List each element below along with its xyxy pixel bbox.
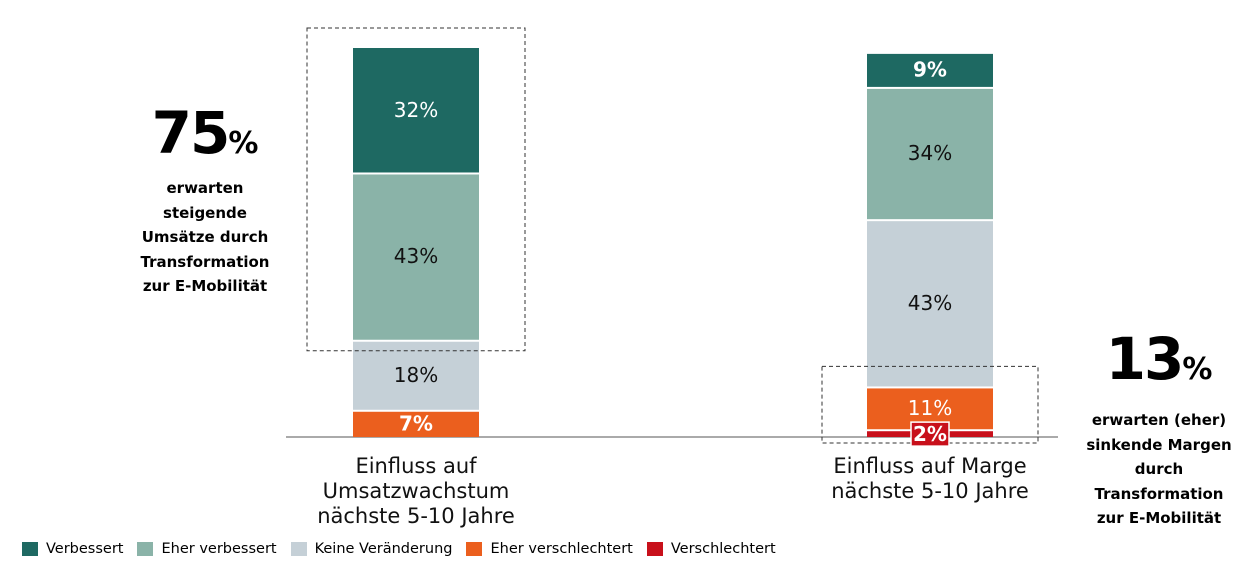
- callout-big-number: 13%: [1105, 325, 1213, 393]
- legend-swatch: [466, 542, 483, 556]
- data-label: 2%: [913, 422, 947, 446]
- legend-label: Verbessert: [46, 541, 124, 557]
- legend-item: Eher verschlechtert: [466, 541, 633, 557]
- legend-item: Eher verbessert: [137, 541, 277, 557]
- data-label: 7%: [399, 411, 433, 435]
- data-label: 34%: [908, 141, 952, 165]
- data-label: 43%: [394, 244, 438, 268]
- bar-segment-keine-ver-nderung: [353, 341, 479, 410]
- bar-segment-eher-verbessert: [867, 88, 993, 220]
- callout-big-number: 75%: [151, 99, 259, 167]
- category-label: nächste 5-10 Jahre: [831, 479, 1029, 503]
- legend-swatch: [22, 542, 38, 556]
- data-label: 11%: [908, 396, 952, 420]
- legend-item: Keine Veränderung: [290, 541, 453, 557]
- bar-segment-keine-ver-nderung: [867, 221, 993, 387]
- bar-segment-eher-verbessert: [353, 174, 479, 340]
- legend-label: Eher verbessert: [161, 541, 277, 557]
- data-label: 32%: [394, 98, 438, 122]
- legend-item: Verschlechtert: [646, 541, 776, 557]
- bar-segment-verbessert: [353, 48, 479, 173]
- bar-segment-eher-verschlechtert: [353, 411, 479, 437]
- callout-description: erwarten (eher) sinkende Margen durch Tr…: [1086, 411, 1232, 527]
- data-label-badge: [910, 421, 950, 447]
- category-label: Einfluss auf: [355, 454, 477, 478]
- legend-item: Verbessert: [22, 541, 123, 557]
- highlight-box-revenue: [306, 27, 526, 352]
- bar-segment-verbessert: [867, 53, 993, 87]
- legend-swatch: [137, 542, 154, 556]
- category-label: nächste 5-10 Jahre: [317, 504, 515, 528]
- legend-swatch: [290, 542, 307, 556]
- legend-label: Eher verschlechtert: [490, 541, 633, 557]
- category-label: Umsatzwachstum: [323, 479, 510, 503]
- legend-label: Keine Veränderung: [314, 541, 453, 557]
- callout-description: erwarten steigende Umsätze durch Transfo…: [140, 179, 270, 295]
- data-label: 9%: [913, 57, 947, 81]
- category-label: Einfluss auf Marge: [833, 454, 1026, 478]
- legend: Verbessert Eher verbessert Keine Veränderu…: [22, 541, 790, 557]
- data-label: 18%: [394, 363, 438, 387]
- data-label: 43%: [908, 291, 952, 315]
- legend-swatch: [646, 542, 663, 556]
- legend-label: Verschlechtert: [670, 541, 776, 557]
- callout-rising-revenue: 75% erwarten steigende Umsätze durch Tra…: [120, 104, 290, 299]
- callout-falling-margins: 13% erwarten (eher) sinkende Margen durc…: [1076, 330, 1242, 531]
